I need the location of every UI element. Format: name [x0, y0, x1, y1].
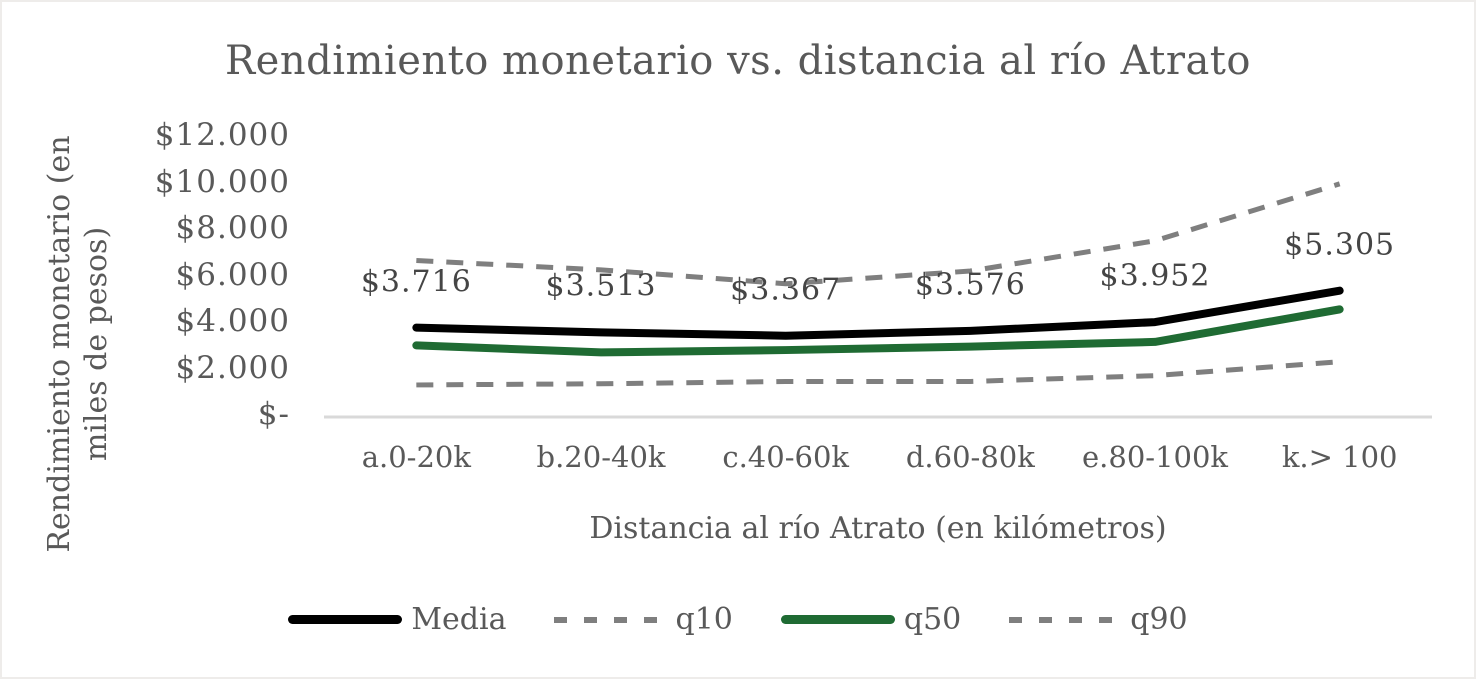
data-label: $3.367	[730, 272, 842, 308]
legend-item-q90: q90	[1009, 602, 1188, 637]
x-axis-label: c.40-60k	[722, 440, 849, 474]
y-axis-tick-label: $4.000	[175, 303, 290, 339]
legend-label-media: Media	[411, 602, 507, 637]
data-label: $3.513	[545, 268, 657, 304]
y-axis-tick-label: $8.000	[175, 210, 290, 246]
data-label: $5.305	[1284, 227, 1396, 263]
x-axis-label: a.0-20k	[361, 440, 471, 474]
y-axis-tick-label: $-	[257, 396, 290, 432]
series-line-q90	[416, 181, 1341, 287]
series-line-q10	[416, 359, 1340, 388]
chart-title: Rendimiento monetario vs. distancia al r…	[225, 38, 1251, 84]
legend-label-q10: q10	[675, 602, 733, 637]
x-axis-label: k.> 100	[1281, 440, 1398, 474]
legend-line-sample-q50-icon	[780, 615, 895, 624]
x-axis-label: b.20-40k	[536, 440, 666, 474]
data-label: $3.716	[360, 264, 472, 300]
y-axis-tick-label: $6.000	[175, 256, 290, 293]
x-axis-label: d.60-80k	[905, 440, 1035, 474]
legend: Media q10 q50 q90	[2, 602, 1474, 637]
y-axis-tick-label: $12.000	[154, 117, 290, 153]
legend-item-q50: q50	[780, 602, 962, 637]
legend-line-sample-q10-icon	[554, 616, 667, 623]
y-axis-tick-label: $2.000	[175, 349, 290, 386]
y-axis: $- $2.000 $4.000 $6.000 $8.000 $10.000 $12.000	[130, 2, 290, 677]
legend-line-sample-q90-icon	[1009, 616, 1122, 623]
x-axis-title: Distancia al río Atrato (en kilómetros)	[589, 511, 1167, 546]
data-label: $3.576	[914, 267, 1026, 303]
legend-label-q50: q50	[903, 602, 962, 637]
legend-item-media: Media	[288, 602, 506, 637]
data-label: $3.952	[1099, 258, 1211, 294]
legend-label-q90: q90	[1130, 602, 1188, 637]
series-line-media	[412, 286, 1344, 340]
series-line-q50	[412, 305, 1344, 357]
x-axis-label: e.80-100k	[1081, 440, 1229, 474]
legend-line-sample-media-icon	[288, 615, 403, 624]
y-axis-tick-label: $10.000	[154, 163, 290, 200]
legend-item-q10: q10	[554, 602, 733, 637]
